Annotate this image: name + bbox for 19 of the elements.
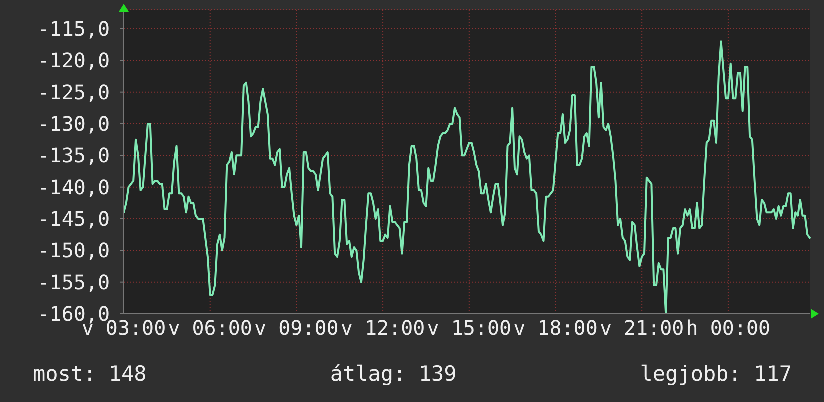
text: legjobb: 117 <box>640 361 792 388</box>
y-tick-label: -125,0 <box>38 80 110 104</box>
text: most: 148 <box>33 361 147 388</box>
y-tick-label: -115,0 <box>38 17 110 41</box>
y-tick-label: -135,0 <box>38 144 110 168</box>
y-tick-label: -150,0 <box>38 238 110 263</box>
y-tick-label: -120,0 <box>38 48 110 73</box>
x-tick-label: v 15:00 <box>427 316 512 340</box>
text: átlag: 139 <box>330 361 457 388</box>
y-tick-label: -155,0 <box>38 270 110 294</box>
x-tick-label: v 06:00 <box>168 316 252 340</box>
x-tick-label: v 18:00 <box>514 316 598 340</box>
y-tick-label: -140,0 <box>38 175 110 200</box>
y-tick-label: -130,0 <box>38 112 110 136</box>
x-tick-label: v 12:00 <box>340 316 426 340</box>
x-tick-label: v 21:00 <box>600 316 684 340</box>
y-tick-label: -145,0 <box>38 207 110 231</box>
x-tick-label: v 09:00 <box>254 316 339 340</box>
x-tick-label: h 00:00 <box>686 316 771 340</box>
